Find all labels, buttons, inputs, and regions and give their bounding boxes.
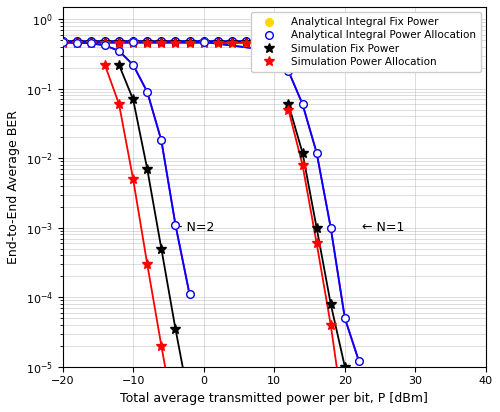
Analytical Integral Fix Power xyxy=(158,138,164,143)
Simulation Fix Power xyxy=(116,63,122,68)
Analytical Integral Power Allocation xyxy=(186,292,192,297)
Analytical Integral Fix Power xyxy=(116,48,122,53)
Analytical Integral Power Allocation xyxy=(144,89,150,94)
Analytical Integral Fix Power xyxy=(60,40,66,44)
Analytical Integral Power Allocation xyxy=(116,48,122,53)
Line: Analytical Integral Power Allocation: Analytical Integral Power Allocation xyxy=(58,38,194,298)
Analytical Integral Power Allocation xyxy=(102,43,108,48)
Analytical Integral Fix Power xyxy=(172,222,178,227)
X-axis label: Total average transmitted power per bit, P [dBm]: Total average transmitted power per bit,… xyxy=(120,392,428,405)
Simulation Power Allocation xyxy=(144,262,150,267)
Analytical Integral Fix Power xyxy=(130,63,136,68)
Analytical Integral Power Allocation xyxy=(60,40,66,44)
Text: ← N=1: ← N=1 xyxy=(362,221,405,234)
Analytical Integral Fix Power xyxy=(88,41,94,46)
Simulation Power Allocation xyxy=(130,177,136,182)
Simulation Fix Power xyxy=(172,326,178,331)
Simulation Power Allocation xyxy=(102,63,108,68)
Simulation Fix Power xyxy=(130,97,136,102)
Y-axis label: End-to-End Average BER: End-to-End Average BER xyxy=(7,110,20,264)
Analytical Integral Fix Power xyxy=(144,89,150,94)
Simulation Fix Power xyxy=(144,166,150,171)
Analytical Integral Fix Power xyxy=(186,292,192,297)
Analytical Integral Power Allocation xyxy=(172,222,178,227)
Analytical Integral Power Allocation xyxy=(74,40,80,45)
Analytical Integral Power Allocation xyxy=(88,41,94,46)
Legend: Analytical Integral Fix Power, Analytical Integral Power Allocation, Simulation : Analytical Integral Fix Power, Analytica… xyxy=(251,12,481,72)
Text: ← N=2: ← N=2 xyxy=(172,221,214,234)
Simulation Power Allocation xyxy=(158,343,164,348)
Analytical Integral Power Allocation xyxy=(130,63,136,68)
Analytical Integral Fix Power xyxy=(74,40,80,45)
Line: Simulation Fix Power: Simulation Fix Power xyxy=(114,60,194,408)
Analytical Integral Fix Power xyxy=(102,43,108,48)
Simulation Fix Power xyxy=(158,246,164,251)
Line: Analytical Integral Fix Power: Analytical Integral Fix Power xyxy=(58,38,194,298)
Analytical Integral Power Allocation xyxy=(158,138,164,143)
Simulation Power Allocation xyxy=(116,102,122,107)
Line: Simulation Power Allocation: Simulation Power Allocation xyxy=(100,60,194,412)
Simulation Fix Power xyxy=(186,400,192,405)
